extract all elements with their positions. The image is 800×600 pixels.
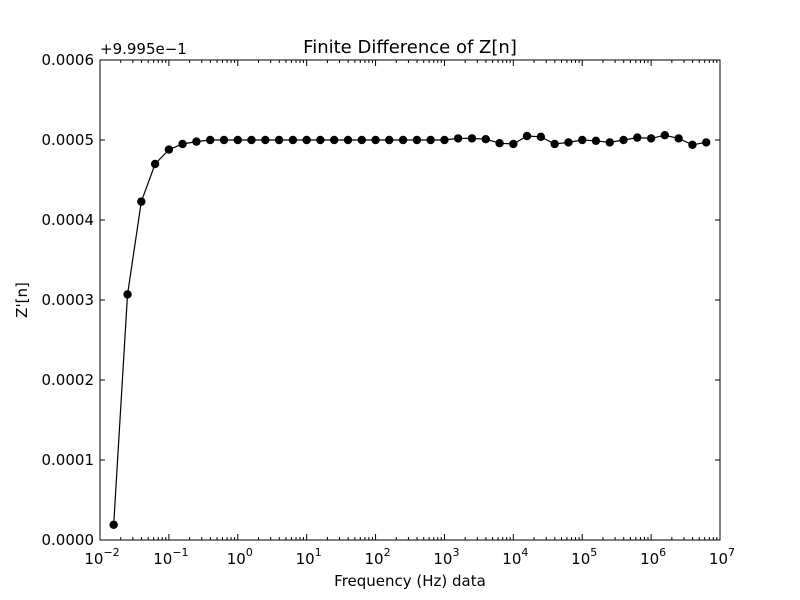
x-tick-exponent: 3 (452, 546, 459, 559)
data-point (288, 135, 298, 145)
x-tick-exponent: 4 (521, 546, 528, 559)
x-tick-base: 10 (227, 550, 246, 568)
y-tick-label: 0.0002 (42, 371, 95, 389)
data-point (440, 135, 449, 145)
data-point (178, 139, 187, 149)
data-point (123, 290, 132, 299)
y-tick-label: 0.0005 (42, 131, 95, 149)
x-tick-exponent: 0 (246, 546, 253, 559)
data-point (453, 134, 463, 143)
x-tick-exponent: 7 (728, 546, 735, 559)
x-tick-exponent: −2 (103, 546, 119, 559)
data-point (371, 135, 380, 145)
data-point (398, 135, 408, 145)
x-tick-base: 10 (365, 550, 384, 568)
plot-frame (99, 59, 721, 541)
x-tick-label: 101 (296, 546, 322, 568)
data-point (467, 134, 477, 143)
data-point (495, 139, 504, 148)
x-tick-exponent: 1 (315, 546, 322, 559)
data-point (302, 135, 311, 145)
y-axis-label: Z'[n] (13, 282, 31, 318)
data-point (688, 140, 697, 149)
x-tick-label: 103 (433, 546, 459, 568)
x-tick-base: 10 (502, 550, 521, 568)
data-point (233, 135, 242, 145)
series-line (113, 134, 707, 525)
x-tick-label: 106 (640, 546, 666, 568)
data-point (385, 135, 394, 145)
x-tick-base: 10 (433, 550, 452, 568)
data-point (536, 132, 546, 141)
x-tick-exponent: 6 (659, 546, 666, 559)
y-tick-label: 0.0006 (42, 51, 95, 69)
data-point (247, 135, 256, 145)
x-tick-label: 102 (365, 546, 391, 568)
data-point (522, 131, 532, 141)
data-point (591, 136, 601, 145)
data-point (137, 197, 146, 206)
x-tick-base: 10 (709, 550, 728, 568)
data-point (564, 138, 573, 147)
data-point (150, 159, 160, 169)
data-point (509, 139, 518, 149)
data-point (357, 135, 366, 145)
data-point (702, 138, 711, 147)
data-point (619, 135, 628, 145)
data-point (481, 135, 490, 144)
data-point (605, 138, 614, 147)
y-offset-label: +9.995e−1 (100, 40, 187, 58)
data-point (329, 135, 339, 145)
data-point (646, 134, 656, 143)
x-tick-base: 10 (296, 550, 315, 568)
x-tick-label: 10−1 (153, 546, 188, 568)
data-point (660, 131, 669, 140)
series-group (109, 131, 711, 529)
x-tick-base: 10 (640, 550, 659, 568)
x-tick-exponent: 5 (590, 546, 597, 559)
x-tick-label: 104 (502, 546, 528, 568)
x-tick-label: 107 (709, 546, 735, 568)
data-point (109, 520, 118, 529)
x-tick-exponent: −1 (172, 546, 188, 559)
x-axis-label: Frequency (Hz) data (334, 572, 486, 590)
data-point (674, 134, 683, 143)
data-point (274, 135, 284, 145)
data-point (426, 135, 435, 145)
y-tick-label: 0.0000 (42, 531, 95, 549)
data-point (578, 135, 587, 145)
data-point (316, 135, 325, 145)
y-tick-label: 0.0003 (42, 291, 95, 309)
y-tick-label: 0.0001 (42, 451, 95, 469)
data-point (550, 139, 559, 149)
x-tick-base: 10 (153, 550, 172, 568)
data-point (206, 135, 215, 145)
data-point (343, 135, 353, 145)
x-tick-base: 10 (571, 550, 590, 568)
x-tick-label: 100 (227, 546, 253, 568)
x-tick-label: 105 (571, 546, 597, 568)
x-tick-exponent: 2 (384, 546, 391, 559)
data-point (219, 135, 229, 145)
data-point (412, 135, 422, 145)
y-tick-label: 0.0004 (42, 211, 95, 229)
chart-title: Finite Difference of Z[n] (303, 37, 517, 58)
data-point (192, 137, 201, 146)
axis-ticks: 0.0000 0.0001 0.0002 0.0003 0.0004 0.0005 0.00… (42, 51, 736, 568)
data-point (261, 135, 270, 145)
data-point (164, 145, 174, 154)
x-tick-label: 10−2 (84, 546, 119, 568)
x-tick-base: 10 (84, 550, 103, 568)
data-point (633, 133, 642, 142)
